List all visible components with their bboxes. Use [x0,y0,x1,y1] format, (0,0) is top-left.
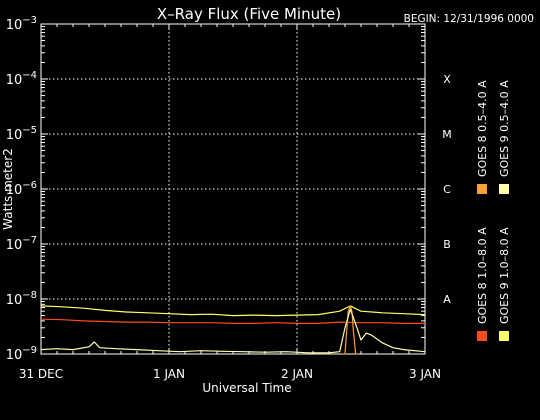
y-tick-label-1: 10−4 [6,70,37,88]
legend-swatch-0 [477,331,487,341]
flare-class-m: M [442,128,452,141]
axes: 31 DEC 1 JAN 2 JAN 3 JAN 10−3 10−4 10−5 10−6 10−… [6,15,441,381]
series-line-1 [40,305,426,317]
x-tick-label-2: 2 JAN [281,367,313,381]
y-tick-label-0: 10−3 [6,15,37,33]
y-tick-label-3: 10−6 [6,180,37,198]
y-axis-label: Watts meter2 [1,148,15,230]
series-line-3 [40,308,426,354]
legend-swatch-1 [499,331,509,341]
flare-class-labels: X M C B A [442,73,452,306]
y-tick-label-5: 10−8 [6,290,37,308]
legend-label-1: GOES 9 1.0–8.0 A [498,227,511,324]
x-axis-label: Universal Time [202,381,291,395]
flare-class-x: X [443,73,451,86]
series-line-2 [342,305,359,355]
x-tick-label-3: 3 JAN [409,367,441,381]
grid [41,24,425,354]
series-layer [40,305,426,355]
x-tick-label-1: 1 JAN [153,367,185,381]
y-tick-label-2: 10−5 [6,125,37,143]
series-line-0 [40,318,425,324]
legend-swatch-2 [477,184,487,194]
begin-label: BEGIN: 12/31/1996 0000 [404,13,534,25]
y-tick-label-6: 10−9 [6,345,37,363]
flare-class-c: C [443,183,451,196]
legend-swatch-3 [499,184,509,194]
legend-label-3: GOES 9 0.5–4.0 A [498,80,511,177]
legend: GOES 8 1.0–8.0 A GOES 8 0.5–4.0 A GOES 9 1… [476,80,511,341]
legend-label-2: GOES 8 0.5–4.0 A [476,80,489,177]
legend-label-0: GOES 8 1.0–8.0 A [476,227,489,324]
y-tick-label-4: 10−7 [6,235,37,253]
x-tick-label-0: 31 DEC [19,367,63,381]
chart-title: X–Ray Flux (Five Minute) [157,5,341,23]
flare-class-a: A [443,293,451,306]
flare-class-b: B [443,238,451,251]
